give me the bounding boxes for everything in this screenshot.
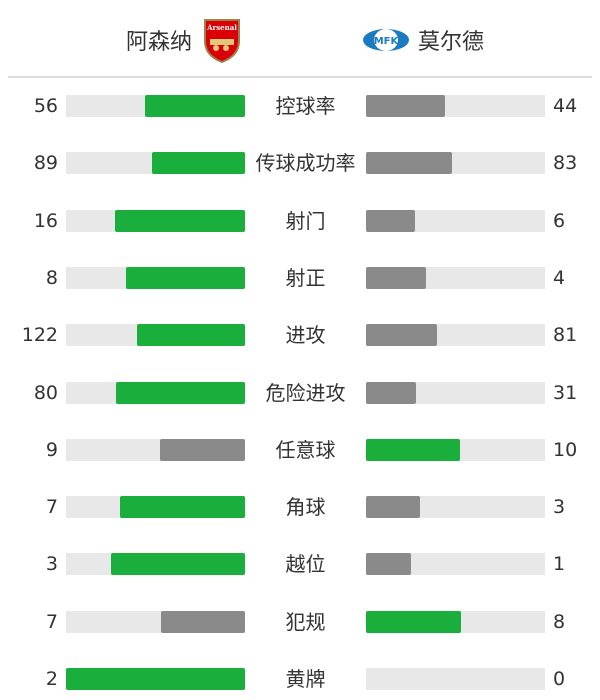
away-bar-track — [366, 668, 545, 690]
stat-row: 7 犯规 8 — [0, 607, 600, 637]
home-value: 122 — [21, 324, 58, 347]
stat-row: 7 角球 3 — [0, 492, 600, 522]
home-bar-fill — [160, 438, 245, 461]
stat-row: 122 进攻 81 — [0, 320, 600, 350]
stat-label: 犯规 — [285, 609, 326, 634]
home-team-name: 阿森纳 — [126, 30, 193, 55]
away-bar-track — [366, 610, 545, 633]
home-value: 2 — [45, 668, 58, 690]
away-bar-fill — [366, 95, 445, 117]
home-bar-fill — [110, 553, 245, 576]
home-value: 80 — [33, 381, 58, 404]
stat-row: 80 危险进攻 31 — [0, 378, 600, 408]
stat-row: 16 射门 6 — [0, 206, 600, 236]
stat-label: 角球 — [285, 495, 326, 520]
away-bar-fill — [366, 553, 411, 576]
home-bar-track — [66, 610, 245, 633]
home-bar-fill — [125, 266, 245, 289]
home-bar-track — [66, 266, 245, 289]
home-team[interactable]: 阿森纳 Arsenal — [126, 18, 242, 63]
stat-row: 89 传球成功率 83 — [0, 148, 600, 178]
home-bar-track — [66, 668, 245, 690]
home-value: 3 — [45, 553, 58, 576]
stat-label: 控球率 — [275, 94, 336, 118]
home-bar-track — [66, 553, 245, 576]
molde-logo-icon: MFK — [363, 29, 409, 51]
stat-row: 8 射正 4 — [0, 263, 600, 293]
away-value: 3 — [553, 496, 566, 519]
arsenal-logo-text: Arsenal — [206, 23, 237, 32]
away-bar-track — [366, 209, 545, 232]
away-bar-track — [366, 152, 545, 175]
match-header: 阿森纳 Arsenal MFK 莫尔德 — [0, 0, 600, 76]
stat-label: 射门 — [285, 208, 326, 233]
away-bar-fill — [366, 496, 420, 519]
away-bar-fill — [366, 266, 426, 289]
home-value: 16 — [33, 209, 58, 232]
away-bar-fill — [366, 381, 416, 404]
molde-logo-text: MFK — [374, 36, 400, 47]
away-value: 8 — [553, 610, 566, 633]
stat-label: 任意球 — [275, 437, 336, 462]
away-team[interactable]: MFK 莫尔德 — [362, 18, 484, 62]
away-bar-track — [366, 438, 545, 461]
away-bar-track — [366, 266, 545, 289]
home-bar-fill — [116, 381, 245, 404]
away-team-name: 莫尔德 — [418, 30, 485, 55]
home-bar-track — [66, 152, 245, 175]
away-value: 81 — [553, 324, 578, 347]
away-bar-fill — [366, 209, 415, 232]
home-bar-track — [66, 324, 245, 347]
stat-row: 9 任意球 10 — [0, 435, 600, 465]
home-bar-fill — [66, 668, 245, 690]
stat-label: 危险进攻 — [265, 380, 346, 405]
home-bar-track — [66, 209, 245, 232]
away-value: 44 — [553, 95, 578, 117]
away-value: 0 — [553, 668, 566, 690]
away-bar-track — [366, 324, 545, 347]
away-value: 83 — [553, 152, 578, 175]
home-bar-fill — [144, 95, 245, 117]
away-value: 1 — [553, 553, 566, 576]
stat-row: 3 越位 1 — [0, 549, 600, 579]
home-bar-fill — [161, 610, 245, 633]
away-bar-track — [366, 496, 545, 519]
away-value: 10 — [553, 438, 578, 461]
away-bar-fill — [366, 324, 438, 347]
arsenal-logo-icon: Arsenal — [204, 19, 241, 63]
away-bar-fill — [366, 610, 462, 633]
home-bar-fill — [137, 324, 245, 347]
home-bar-track — [66, 496, 245, 519]
stat-label: 越位 — [285, 552, 326, 577]
home-value: 8 — [45, 266, 58, 289]
away-bar-track — [366, 553, 545, 576]
home-bar-track — [66, 95, 245, 117]
home-bar-track — [66, 438, 245, 461]
away-value: 4 — [553, 266, 566, 289]
away-bar-fill — [366, 152, 453, 175]
away-bar-track — [366, 95, 545, 117]
away-value: 6 — [553, 209, 566, 232]
stat-label: 传球成功率 — [255, 151, 356, 176]
home-bar-fill — [152, 152, 245, 175]
home-bar-track — [66, 381, 245, 404]
home-value: 9 — [45, 438, 58, 461]
home-bar-fill — [114, 209, 245, 232]
stat-row: 56 控球率 44 — [0, 91, 600, 121]
home-value: 7 — [45, 496, 58, 519]
stat-label: 黄牌 — [285, 667, 326, 691]
away-bar-fill — [366, 438, 461, 461]
home-value: 56 — [33, 95, 58, 117]
stat-label: 射正 — [285, 265, 326, 290]
away-bar-track — [366, 381, 545, 404]
away-value: 31 — [553, 381, 578, 404]
home-bar-fill — [119, 496, 245, 519]
home-value: 89 — [33, 152, 58, 175]
home-value: 7 — [45, 610, 58, 633]
stat-label: 进攻 — [285, 323, 326, 348]
header-divider — [8, 76, 592, 78]
stat-row: 2 黄牌 0 — [0, 664, 600, 694]
